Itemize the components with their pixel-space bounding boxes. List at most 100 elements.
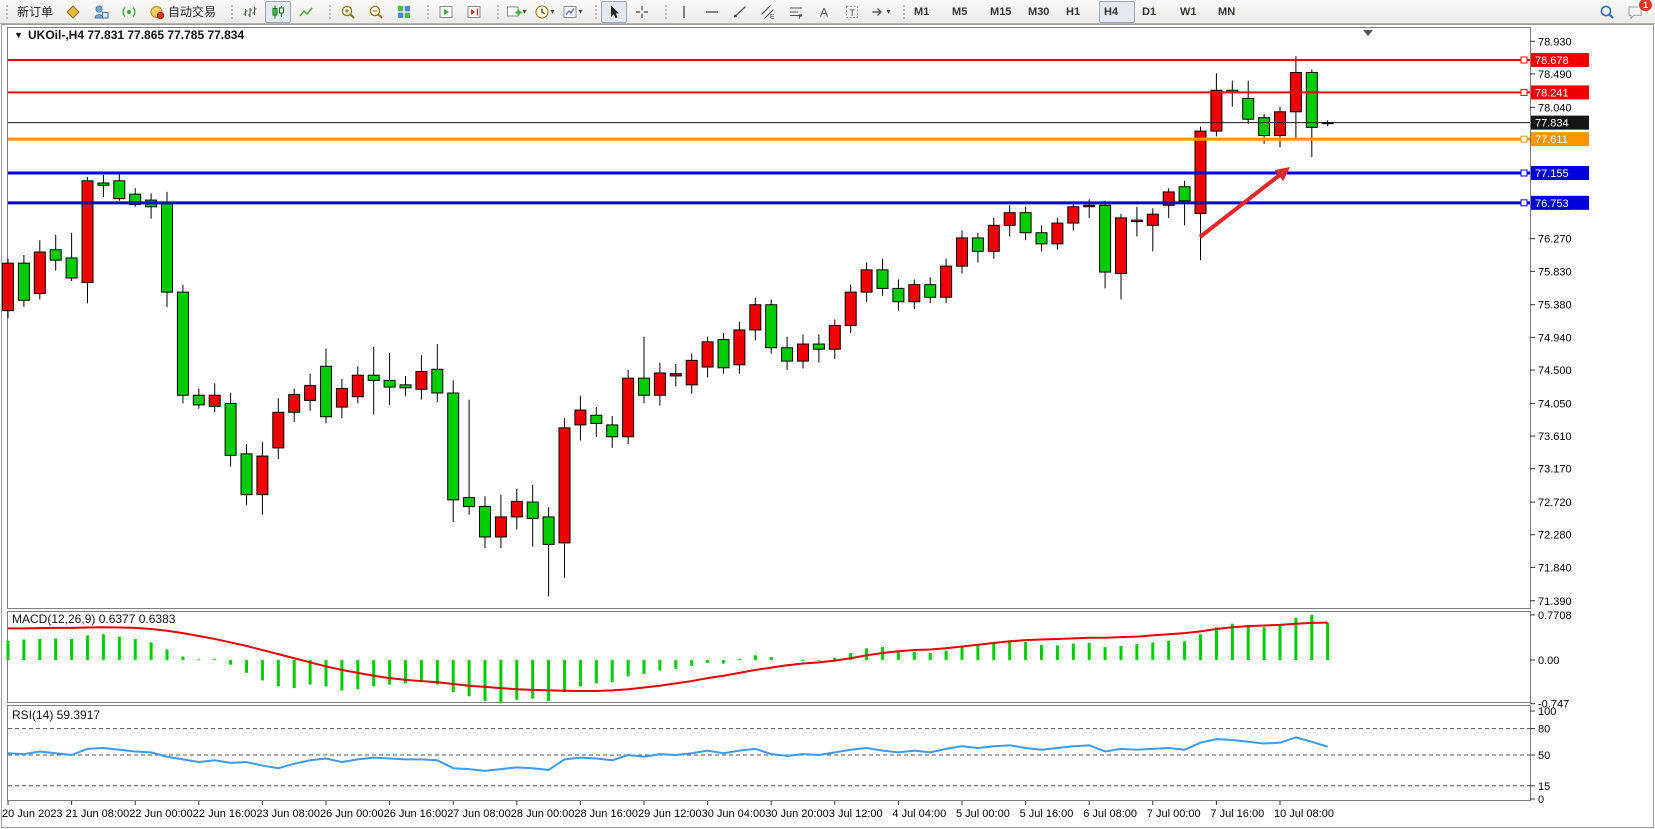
cursor-button[interactable] (601, 0, 628, 23)
candle (176, 291, 189, 396)
toolbar-group-scroll (421, 0, 491, 24)
candle (1019, 212, 1032, 234)
profile-icon[interactable] (88, 1, 114, 23)
group-grip (426, 3, 431, 20)
group-grip (328, 3, 333, 20)
price-tick-label: 72.280 (1538, 530, 1572, 542)
candle (653, 372, 666, 396)
horizontal-line-button[interactable] (699, 1, 725, 23)
symbol-dropdown-icon[interactable]: ▼ (14, 30, 23, 40)
tf-m5-button[interactable]: M5 (947, 1, 983, 23)
tf-m15-button[interactable]: M15 (985, 1, 1021, 23)
macd-label: MACD(12,26,9) 0.6377 0.6383 (12, 612, 176, 626)
signal-icon[interactable] (116, 1, 142, 23)
candle (431, 368, 444, 394)
diamond-glyph (66, 4, 80, 19)
candlestick-chart-button[interactable] (265, 0, 292, 23)
tf-mn-button[interactable]: MN (1213, 1, 1249, 23)
price-label-support-2: 76.753 (1535, 198, 1569, 210)
crosshair-button[interactable] (629, 1, 655, 23)
price-tick-label: 78.490 (1538, 69, 1572, 81)
candle (1083, 204, 1096, 208)
tile-windows-button[interactable] (391, 1, 417, 23)
new-order-button[interactable]: 新订单 (12, 1, 58, 23)
level-handle[interactable] (1520, 135, 1528, 143)
candle (526, 501, 539, 519)
pluschart-glyph (506, 6, 522, 16)
vertical-line-button[interactable] (671, 1, 697, 23)
person-glyph (94, 5, 109, 18)
hline-glyph (706, 10, 719, 13)
price-label-pivot: 77.611 (1535, 134, 1568, 146)
autotrading-button[interactable]: 自动交易 (144, 1, 221, 23)
zoom-out-button[interactable] (363, 1, 389, 23)
price-tick-label: 73.610 (1538, 431, 1572, 443)
toolbar-group-chart-type (225, 0, 323, 24)
date-label: 28 Jun 16:00 (574, 808, 638, 820)
tf-h4-button[interactable]: H4 (1099, 0, 1136, 23)
dropdown-caret-icon: ▾ (550, 7, 555, 16)
template-glyph (563, 5, 577, 18)
search-button[interactable] (1594, 1, 1620, 23)
new-chart-dropdown[interactable]: ▾ (503, 1, 529, 23)
candle (49, 249, 62, 261)
candle (494, 516, 507, 538)
text-label-button[interactable]: T (839, 1, 865, 23)
template-dropdown[interactable]: ▾ (559, 1, 585, 23)
notifications-button[interactable]: 1 (1622, 0, 1653, 23)
chart-shift-marker[interactable] (1363, 30, 1373, 36)
macd-signal-line (8, 621, 1328, 693)
level-handle[interactable] (1520, 169, 1528, 177)
candle (256, 455, 269, 496)
tf-h1-button[interactable]: H1 (1061, 1, 1097, 23)
candle (17, 262, 30, 301)
candle (797, 343, 809, 362)
tf-m30-button[interactable]: M30 (1023, 1, 1059, 23)
tf-m1-button[interactable]: M1 (909, 1, 945, 23)
equidistant-channel-button[interactable]: E (755, 1, 781, 23)
toolbar-group-new-objects: ▾ ▾ ▾ (491, 0, 589, 24)
tf-d1-button[interactable]: D1 (1137, 1, 1173, 23)
tf-d1-button-label: D1 (1142, 5, 1157, 18)
candle (892, 287, 905, 303)
level-handle[interactable] (1520, 56, 1528, 64)
text-button[interactable]: A (811, 1, 837, 23)
date-label: 3 Jul 12:00 (829, 808, 883, 820)
period-dropdown[interactable]: ▾ (531, 1, 557, 23)
candle (367, 374, 380, 381)
chart-shift-button[interactable] (461, 1, 487, 23)
shapes-dropdown[interactable]: ▾ (867, 1, 893, 23)
date-label: 28 Jun 00:00 (511, 808, 575, 820)
candle (638, 377, 650, 396)
line-chart-button[interactable] (293, 1, 319, 23)
candle (1067, 206, 1080, 224)
price-label-box (1531, 85, 1589, 100)
market-watch-icon[interactable] (60, 1, 86, 23)
candle (1258, 117, 1271, 137)
price-label-resistance-2: 78.241 (1535, 87, 1569, 99)
tf-w1-button-label: W1 (1180, 5, 1197, 18)
bar-chart-button[interactable] (237, 1, 263, 23)
chart-window: 78.93078.49078.04077.60077.16076.71076.2… (1, 24, 1654, 828)
zoom-in-button[interactable] (335, 1, 361, 23)
trendline-button[interactable] (727, 1, 753, 23)
price-tick-label: 71.840 (1538, 562, 1572, 574)
tf-w1-button[interactable]: W1 (1175, 1, 1211, 23)
tf-m1-button-label: M1 (914, 5, 930, 18)
candle (590, 414, 603, 424)
rsi-tick-label: 80 (1538, 724, 1550, 736)
candle (1115, 217, 1127, 275)
price-tick-label: 74.050 (1538, 398, 1572, 410)
trend-arrow-annotation[interactable] (1198, 167, 1290, 239)
auto-scroll-button[interactable] (433, 1, 459, 23)
level-handle[interactable] (1520, 88, 1528, 96)
symbol-title: ▼ UKOil-,H4 77.831 77.865 77.785 77.834 (14, 28, 244, 42)
level-handle[interactable] (1520, 199, 1528, 207)
fibonacci-button[interactable]: F (783, 1, 809, 23)
candle (956, 237, 968, 267)
group-grip (594, 3, 599, 20)
date-label: 30 Jun 04:00 (702, 808, 766, 820)
play-glyph (439, 5, 453, 18)
bars-glyph (243, 6, 257, 17)
zoomin-glyph (341, 5, 355, 19)
